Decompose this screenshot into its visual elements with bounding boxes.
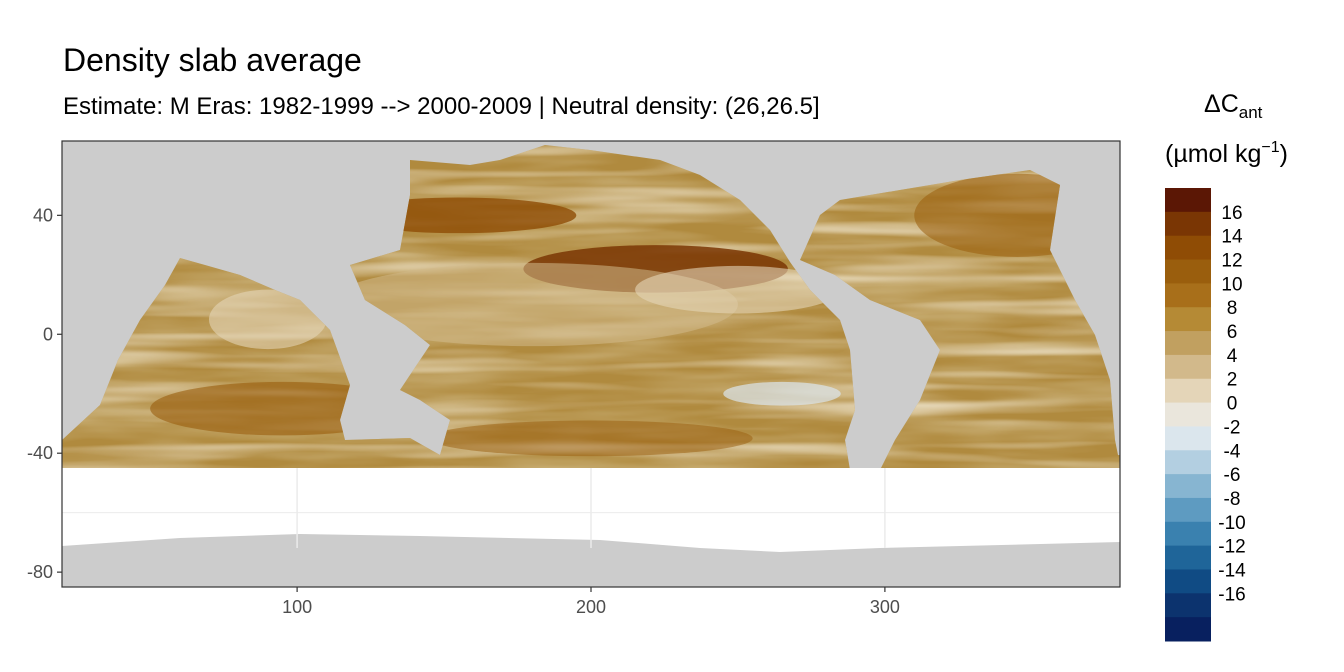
legend-swatch [1165, 402, 1211, 427]
legend-label: 14 [1221, 227, 1243, 248]
legend-swatch [1165, 497, 1211, 523]
value-patch [723, 381, 841, 406]
value-patch [208, 289, 327, 350]
legend-label: -10 [1218, 513, 1245, 534]
legend-label: -8 [1224, 489, 1241, 510]
legend-swatch [1165, 474, 1211, 499]
legend-swatch [1165, 426, 1211, 451]
legend-label: 2 [1227, 370, 1238, 391]
legend-swatch [1165, 188, 1211, 213]
legend-label: -16 [1218, 584, 1245, 605]
legend-label: 16 [1221, 203, 1242, 224]
legend-label: 6 [1227, 322, 1238, 343]
legend-swatch [1165, 378, 1211, 404]
legend-swatch [1165, 307, 1211, 332]
legend-swatch [1165, 259, 1211, 284]
grid-lines [62, 468, 1120, 548]
legend-label: -6 [1224, 465, 1241, 486]
legend-label: 12 [1221, 251, 1242, 272]
x-tick-label: 100 [282, 597, 312, 617]
legend-label: 4 [1227, 346, 1238, 367]
legend-swatch [1165, 569, 1211, 594]
legend-swatch [1165, 331, 1211, 356]
map-panel [62, 141, 1120, 587]
legend-swatch [1165, 617, 1211, 642]
legend-swatch [1165, 283, 1211, 308]
legend-label: 10 [1221, 274, 1242, 295]
legend-label: -4 [1224, 441, 1241, 462]
x-tick-label: 200 [576, 597, 606, 617]
legend-unit: (µmol kg−1) [1165, 139, 1288, 168]
value-patch [429, 420, 753, 457]
legend-swatch [1165, 235, 1211, 261]
legend-swatch [1165, 545, 1211, 570]
legend-label: -14 [1218, 560, 1246, 581]
legend-swatch [1165, 593, 1211, 618]
chart-subtitle: Estimate: M Eras: 1982-1999 --> 2000-200… [63, 93, 820, 120]
legend-swatch [1165, 450, 1211, 475]
legend-label: -12 [1218, 537, 1245, 558]
legend-unit-close: ) [1280, 140, 1288, 168]
value-patch [635, 265, 841, 314]
y-tick-label: 40 [33, 205, 53, 225]
legend-label: 0 [1227, 394, 1238, 415]
x-tick-label: 300 [870, 597, 900, 617]
legend-title-subscript: ant [1239, 103, 1263, 122]
chart-title: Density slab average [63, 42, 362, 78]
legend-label: 8 [1227, 298, 1238, 319]
legend-unit-superscript: −1 [1261, 139, 1279, 156]
y-tick-label: 0 [43, 324, 53, 344]
y-tick-label: -80 [27, 562, 53, 582]
legend-swatch [1165, 354, 1211, 380]
legend-swatch [1165, 521, 1211, 547]
y-tick-label: -40 [27, 443, 53, 463]
value-patch [326, 262, 738, 347]
legend-label: -2 [1224, 417, 1241, 438]
legend-swatch [1165, 211, 1211, 237]
legend-title: ΔCant [1204, 90, 1263, 122]
